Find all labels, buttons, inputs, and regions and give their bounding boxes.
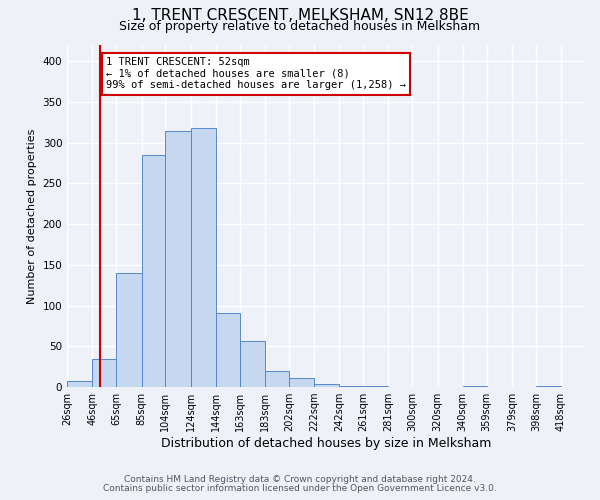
Bar [92, 358, 116, 387]
Bar [67, 382, 92, 387]
Bar [265, 371, 289, 387]
Bar [142, 155, 166, 387]
X-axis label: Distribution of detached houses by size in Melksham: Distribution of detached houses by size … [161, 437, 491, 450]
Bar [240, 340, 265, 387]
Text: Contains HM Land Registry data © Crown copyright and database right 2024.: Contains HM Land Registry data © Crown c… [124, 475, 476, 484]
Text: 1 TRENT CRESCENT: 52sqm
← 1% of detached houses are smaller (8)
99% of semi-deta: 1 TRENT CRESCENT: 52sqm ← 1% of detached… [106, 57, 406, 90]
Bar [340, 386, 363, 387]
Text: Size of property relative to detached houses in Melksham: Size of property relative to detached ho… [119, 20, 481, 33]
Bar [116, 273, 142, 387]
Bar [166, 130, 191, 387]
Bar [463, 386, 487, 387]
Bar [289, 378, 314, 387]
Bar [191, 128, 216, 387]
Bar [314, 384, 340, 387]
Text: Contains public sector information licensed under the Open Government Licence v3: Contains public sector information licen… [103, 484, 497, 493]
Bar [536, 386, 561, 387]
Bar [216, 313, 240, 387]
Y-axis label: Number of detached properties: Number of detached properties [27, 128, 37, 304]
Text: 1, TRENT CRESCENT, MELKSHAM, SN12 8BE: 1, TRENT CRESCENT, MELKSHAM, SN12 8BE [131, 8, 469, 22]
Bar [363, 386, 388, 387]
